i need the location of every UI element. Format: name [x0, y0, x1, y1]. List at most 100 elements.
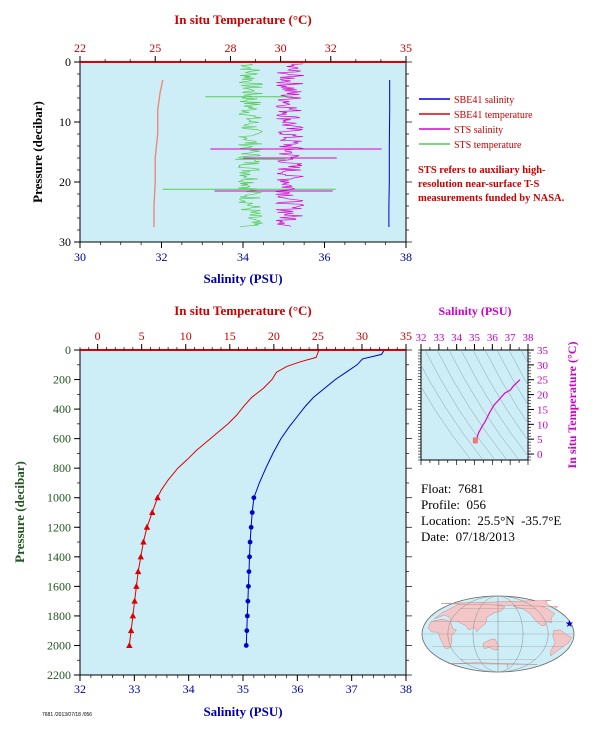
- main-salinity-tick-label: 35: [237, 682, 249, 696]
- main-salinity-marker: [244, 613, 250, 619]
- top-salinity-tick-label: 32: [156, 250, 168, 264]
- top-pressure-axis-title: Pressure (decibar): [30, 101, 45, 203]
- top-salinity-tick-label: 30: [74, 250, 86, 264]
- main-temperature-marker: [133, 582, 140, 589]
- main-pressure-tick-label: 600: [53, 432, 71, 446]
- main-plot-area: [79, 349, 407, 676]
- ts-density-contour: [424, 350, 496, 460]
- top-pressure-tick-label: 20: [59, 175, 71, 189]
- main-temperature-marker: [137, 553, 144, 560]
- ts-temperature-tick-label: 20: [537, 390, 549, 402]
- ts-axes-layer: 32 33 34 35 36 37 38 0 5 10 15 20 25 30 35: [416, 332, 549, 465]
- ts-salinity-tick-label: 34: [451, 332, 463, 344]
- main-temperature-tick-label: 10: [180, 329, 192, 343]
- top-sts-salinity-line: [275, 63, 305, 227]
- top-series-layer: [153, 63, 391, 228]
- main-pressure-tick-label: 200: [53, 373, 71, 387]
- top-sbe41-salinity-line: [388, 80, 391, 227]
- top-temperature-tick-label: 25: [149, 41, 161, 55]
- main-temperature-marker: [149, 509, 156, 515]
- top-salinity-tick-label: 34: [237, 250, 249, 264]
- main-temperature-marker: [143, 523, 151, 530]
- top-temperature-axis-title: In situ Temperature (°C): [174, 12, 312, 27]
- ts-temperature-tick-label: 35: [537, 345, 549, 357]
- top-temperature-tick-label: 32: [325, 41, 337, 55]
- top-salinity-tick-label: 38: [400, 250, 412, 264]
- main-pressure-tick-label: 800: [53, 461, 71, 475]
- top-sbe41-temperature-line: [153, 79, 164, 227]
- main-salinity-axis-title: Salinity (PSU): [203, 704, 282, 719]
- main-pressure-tick-label: 1800: [47, 609, 71, 623]
- ts-salinity-tick-label: 35: [469, 332, 481, 344]
- footer-code: 7681 /2013/07/18 /056: [42, 712, 93, 718]
- main-temperature-marker: [129, 612, 137, 619]
- ts-temperature-tick-label: 0: [537, 449, 543, 461]
- float-info-date: Date: 07/18/2013: [421, 529, 515, 544]
- ts-density-contour: [557, 350, 601, 460]
- main-pressure-tick-label: 1000: [47, 491, 71, 505]
- main-salinity-marker: [247, 554, 252, 560]
- ts-temperature-tick-label: 30: [537, 360, 549, 372]
- ts-density-contour: [421, 386, 472, 460]
- main-pressure-tick-label: 0: [65, 343, 71, 357]
- main-temperature-tick-label: 0: [95, 329, 101, 343]
- map-land-layer: [427, 600, 572, 668]
- legend-label: SBE41 salinity: [454, 95, 514, 106]
- top-salinity-tick-label: 36: [319, 250, 331, 264]
- ts-temperature-tick-label: 15: [537, 404, 549, 416]
- main-salinity-marker: [246, 569, 252, 574]
- top-axes-layer: 22 25 28 30 32 35 30 32 34 36 38 0 10 20 30: [59, 41, 412, 264]
- map-grid-layer: [422, 595, 574, 673]
- ts-density-contour: [520, 350, 528, 365]
- top-salinity-axis-title: Salinity (PSU): [203, 271, 282, 286]
- ts-temperature-tick-label: 5: [537, 434, 543, 446]
- float-info-float: Float: 7681: [421, 481, 484, 496]
- main-temperature-marker: [140, 538, 147, 545]
- map-continent: [441, 600, 559, 609]
- main-pressure-axis-title: Pressure (decibar): [12, 461, 27, 563]
- main-salinity-marker: [244, 628, 250, 634]
- main-salinity-line: [245, 349, 385, 646]
- ts-plot-area: [420, 349, 529, 461]
- top-temperature-tick-label: 28: [224, 41, 236, 55]
- legend-label: STS salinity: [454, 125, 503, 136]
- ts-deep-cluster: [472, 437, 478, 444]
- ts-density-contour: [508, 350, 528, 386]
- ts-salinity-axis-title: Salinity (PSU): [438, 304, 511, 318]
- main-temperature-tick-label: 15: [224, 329, 236, 343]
- top-pressure-tick-label: 0: [65, 55, 71, 69]
- main-series-layer: [126, 349, 385, 648]
- main-salinity-tick-label: 34: [183, 682, 195, 696]
- main-temperature-tick-label: 35: [400, 329, 412, 343]
- ts-diagram-plot: 32 33 34 35 36 37 38 0 5 10 15 20 25 30 35 Salinity (P…: [416, 304, 601, 469]
- ts-temperature-tick-label: 25: [537, 375, 549, 387]
- top-temperature-tick-label: 22: [74, 41, 86, 55]
- main-pressure-tick-label: 2200: [47, 668, 71, 682]
- main-pressure-tick-label: 1200: [47, 520, 71, 534]
- ts-series-layer: [472, 379, 521, 444]
- main-temperature-tick-label: 30: [356, 329, 368, 343]
- top-sts-temperature-line: [237, 63, 264, 228]
- main-salinity-tick-label: 36: [291, 682, 303, 696]
- ts-temperature-axis-title: In situ Temperature (°C): [565, 342, 579, 469]
- ts-density-contour: [421, 364, 484, 460]
- ts-density-contour: [448, 350, 520, 460]
- main-salinity-marker: [247, 539, 253, 545]
- ts-salinity-tick-label: 33: [433, 332, 445, 344]
- map-continent: [550, 629, 572, 657]
- main-temperature-tick-label: 5: [139, 329, 145, 343]
- ts-temperature-tick-label: 10: [537, 419, 549, 431]
- ts-density-contour: [436, 350, 508, 460]
- ts-density-contour: [460, 350, 528, 457]
- main-axes-layer: 0 5 10 15 20 25 30 35 32 33 34 35 36 37 38 0 200 400 600 80…: [47, 329, 412, 696]
- main-salinity-tick-label: 33: [128, 682, 140, 696]
- main-temperature-marker: [134, 568, 142, 575]
- top-pressure-tick-label: 10: [59, 115, 71, 129]
- main-temperature-marker: [131, 597, 138, 604]
- main-salinity-marker: [251, 495, 257, 501]
- top-temperature-tick-label: 35: [400, 41, 412, 55]
- main-salinity-marker: [246, 583, 251, 589]
- float-location-marker: ★: [565, 619, 574, 630]
- main-salinity-marker: [245, 598, 251, 604]
